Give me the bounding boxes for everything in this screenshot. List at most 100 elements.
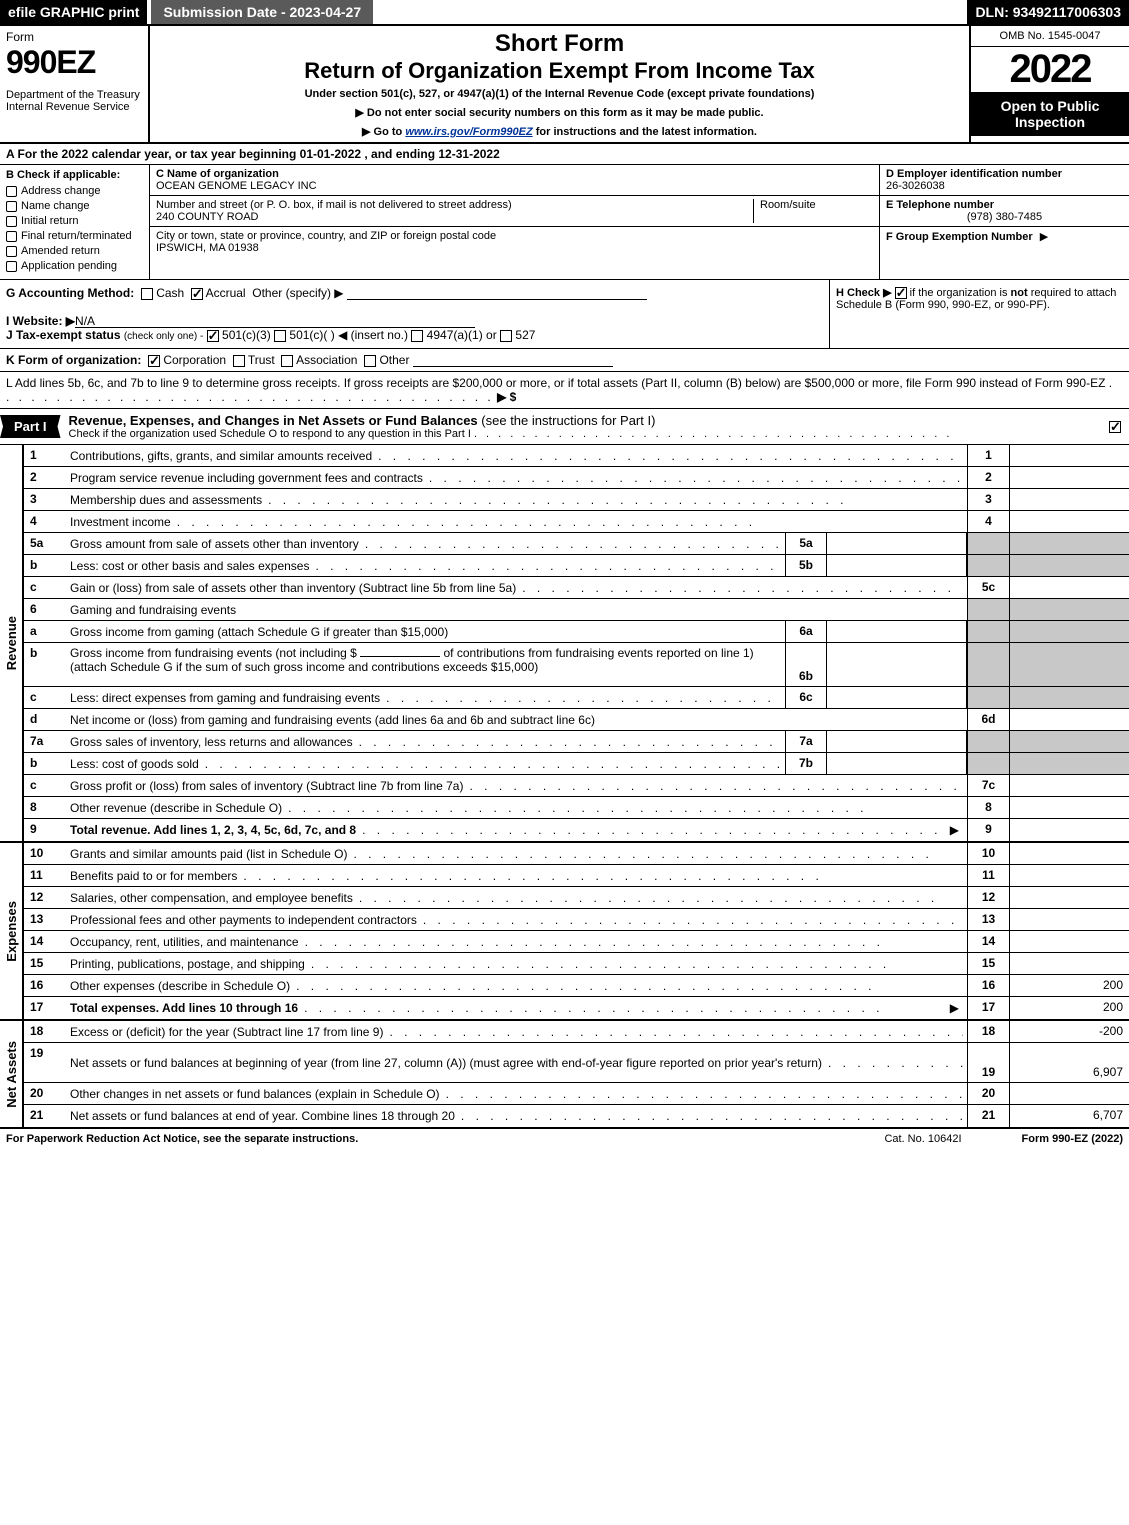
room-suite: Room/suite: [753, 199, 873, 223]
line-19: 19Net assets or fund balances at beginni…: [24, 1043, 1129, 1083]
ref-num: 9: [967, 819, 1009, 841]
line-value: 6,707: [1009, 1105, 1129, 1127]
expenses-label: Expenses: [2, 897, 21, 966]
street-row: Number and street (or P. O. box, if mail…: [150, 196, 879, 227]
line-value: 200: [1009, 975, 1129, 996]
sub-val: [827, 621, 967, 642]
line-value: [1009, 1083, 1129, 1104]
net-assets-side-label: Net Assets: [0, 1021, 24, 1127]
cb-final-return[interactable]: Final return/terminated: [6, 230, 143, 242]
B-label: Check if applicable:: [17, 169, 120, 181]
expenses-group: Expenses 10Grants and similar amounts pa…: [0, 843, 1129, 1021]
cb-label: Final return/terminated: [21, 230, 132, 242]
line-value: 200: [1009, 997, 1129, 1019]
cb-schedule-b[interactable]: [895, 287, 907, 299]
footer-left: For Paperwork Reduction Act Notice, see …: [6, 1133, 358, 1145]
sub-num: 7b: [785, 753, 827, 774]
dots: . . . . . . . . . . . . . . . . . . . . …: [282, 801, 963, 815]
net-assets-label: Net Assets: [2, 1037, 21, 1112]
header-right: OMB No. 1545-0047 2022 Open to Public In…: [969, 26, 1129, 142]
line-H: H Check ▶ if the organization is not req…: [829, 280, 1129, 348]
line-6d: dNet income or (loss) from gaming and fu…: [24, 709, 1129, 731]
cb-accrual[interactable]: [191, 288, 203, 300]
ref-num-shade: [967, 643, 1009, 686]
line-7a: 7aGross sales of inventory, less returns…: [24, 731, 1129, 753]
H-post: if the organization is: [910, 287, 1011, 299]
line-desc: Excess or (deficit) for the year (Subtra…: [70, 1025, 383, 1039]
cb-cash[interactable]: [141, 288, 153, 300]
line-desc: Other expenses (describe in Schedule O): [70, 979, 290, 993]
cb-4947[interactable]: [411, 330, 423, 342]
cb-other-org[interactable]: [364, 355, 376, 367]
cb-amended-return[interactable]: Amended return: [6, 245, 143, 257]
efile-label[interactable]: efile GRAPHIC print: [0, 0, 147, 24]
line-num: c: [24, 775, 66, 796]
cb-527[interactable]: [500, 330, 512, 342]
group-exemption-label: F Group Exemption Number: [886, 231, 1033, 243]
cb-corporation[interactable]: [148, 355, 160, 367]
cb-initial-return[interactable]: Initial return: [6, 215, 143, 227]
line-9: 9Total revenue. Add lines 1, 2, 3, 4, 5c…: [24, 819, 1129, 841]
line-num: 4: [24, 511, 66, 532]
line-6c: cLess: direct expenses from gaming and f…: [24, 687, 1129, 709]
cb-application-pending[interactable]: Application pending: [6, 260, 143, 272]
opt-other: Other: [379, 353, 409, 367]
dots: . . . . . . . . . . . . . . . . . . . . …: [455, 1109, 963, 1123]
line-10: 10Grants and similar amounts paid (list …: [24, 843, 1129, 865]
line-value: [1009, 489, 1129, 510]
cb-501c[interactable]: [274, 330, 286, 342]
ref-num: 21: [967, 1105, 1009, 1127]
top-bar: efile GRAPHIC print Submission Date - 20…: [0, 0, 1129, 26]
sub-val: [827, 731, 967, 752]
section-B: B Check if applicable: Address change Na…: [0, 165, 150, 279]
revenue-label: Revenue: [2, 612, 21, 674]
dots: . . . . . . . . . . . . . . . . . . . . …: [423, 471, 963, 485]
line-15: 15Printing, publications, postage, and s…: [24, 953, 1129, 975]
sub-val: [827, 533, 967, 554]
line-num: 6: [24, 599, 66, 620]
dots: . . . . . . . . . . . . . . . . . . . . …: [237, 869, 963, 883]
footer-right: Form 990-EZ (2022): [1022, 1133, 1123, 1145]
ref-num: 7c: [967, 775, 1009, 796]
I-label: I Website: ▶: [6, 314, 75, 328]
opt-501c3: 501(c)(3): [222, 328, 271, 342]
cb-address-change[interactable]: Address change: [6, 185, 143, 197]
line-num: 20: [24, 1083, 66, 1104]
website-value: N/A: [75, 314, 475, 328]
dots: . . . . . . . . . . . . . . . . . . . . …: [347, 847, 963, 861]
section-BCDEF: B Check if applicable: Address change Na…: [0, 165, 1129, 280]
line-value: [1009, 843, 1129, 864]
line-value: [1009, 577, 1129, 598]
line-5a: 5aGross amount from sale of assets other…: [24, 533, 1129, 555]
line-desc: Net assets or fund balances at end of ye…: [70, 1109, 455, 1123]
line-3: 3Membership dues and assessments. . . . …: [24, 489, 1129, 511]
other-input[interactable]: [347, 286, 647, 300]
line-11: 11Benefits paid to or for members. . . .…: [24, 865, 1129, 887]
dots: . . . . . . . . . . . . . . . . . . . . …: [463, 779, 963, 793]
line-14: 14Occupancy, rent, utilities, and mainte…: [24, 931, 1129, 953]
irs-link[interactable]: www.irs.gov/Form990EZ: [405, 126, 532, 138]
line-num: c: [24, 687, 66, 708]
line-desc: Gross amount from sale of assets other t…: [70, 537, 359, 551]
contrib-input[interactable]: [360, 656, 440, 657]
dots: . . . . . . . . . . . . . . . . . . . . …: [440, 1087, 963, 1101]
dots: . . . . . . . . . . . . . . . . . . . . …: [474, 428, 952, 440]
other-org-input[interactable]: [413, 353, 613, 367]
ref-num: 20: [967, 1083, 1009, 1104]
cb-trust[interactable]: [233, 355, 245, 367]
form-note-2: ▶ Go to www.irs.gov/Form990EZ for instru…: [158, 125, 961, 138]
cb-name-change[interactable]: Name change: [6, 200, 143, 212]
J-sub: (check only one) -: [124, 331, 203, 342]
line-value-shade: [1009, 555, 1129, 576]
checkbox-icon: [6, 201, 17, 212]
cb-501c3[interactable]: [207, 330, 219, 342]
line-7c: cGross profit or (loss) from sales of in…: [24, 775, 1129, 797]
cb-label: Initial return: [21, 215, 78, 227]
cb-association[interactable]: [281, 355, 293, 367]
line-desc: Gain or (loss) from sale of assets other…: [70, 581, 516, 595]
cb-schedule-o[interactable]: [1109, 421, 1121, 433]
cash-label: Cash: [156, 286, 184, 300]
line-num: 21: [24, 1105, 66, 1127]
line-desc: Less: cost or other basis and sales expe…: [70, 559, 309, 573]
line-13: 13Professional fees and other payments t…: [24, 909, 1129, 931]
